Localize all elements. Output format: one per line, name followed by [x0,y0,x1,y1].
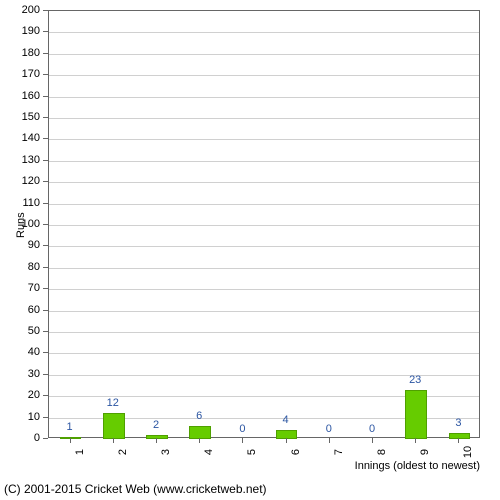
y-tick-label: 10 [0,411,40,423]
y-tick-mark [43,267,48,268]
y-tick-label: 110 [0,197,40,209]
y-tick-mark [43,352,48,353]
y-tick-mark [43,417,48,418]
x-tick-label: 6 [290,449,302,455]
gridline [49,75,479,76]
bar-value-label: 3 [455,417,461,429]
gridline [49,353,479,354]
y-tick-label: 140 [0,132,40,144]
y-tick-mark [43,96,48,97]
bar [449,433,471,439]
y-tick-mark [43,160,48,161]
y-tick-label: 130 [0,154,40,166]
x-tick-mark [372,438,373,443]
gridline [49,246,479,247]
gridline [49,225,479,226]
gridline [49,97,479,98]
copyright-footer: (C) 2001-2015 Cricket Web (www.cricketwe… [4,482,267,496]
y-tick-mark [43,395,48,396]
x-tick-mark [415,438,416,443]
bar-value-label: 1 [67,421,73,433]
x-tick-label: 10 [462,446,474,458]
bar [60,437,82,439]
bar-value-label: 0 [239,423,245,435]
y-tick-label: 190 [0,25,40,37]
bar-value-label: 23 [409,374,421,386]
y-tick-label: 60 [0,304,40,316]
gridline [49,54,479,55]
gridline [49,182,479,183]
bar [276,430,298,439]
y-tick-label: 120 [0,175,40,187]
x-tick-mark [113,438,114,443]
y-tick-label: 80 [0,261,40,273]
y-tick-mark [43,31,48,32]
y-tick-label: 100 [0,218,40,230]
gridline [49,32,479,33]
x-tick-label: 2 [117,449,129,455]
x-tick-mark [70,438,71,443]
gridline [49,289,479,290]
chart-container: Runs Innings (oldest to newest) (C) 2001… [0,0,500,500]
y-tick-mark [43,288,48,289]
y-tick-label: 40 [0,346,40,358]
gridline [49,139,479,140]
x-tick-mark [286,438,287,443]
x-tick-label: 3 [160,449,172,455]
y-tick-mark [43,245,48,246]
y-tick-mark [43,117,48,118]
bar-value-label: 4 [283,414,289,426]
bar-value-label: 2 [153,419,159,431]
x-tick-mark [199,438,200,443]
gridline [49,118,479,119]
y-tick-mark [43,181,48,182]
bar-value-label: 12 [107,397,119,409]
gridline [49,311,479,312]
x-tick-label: 9 [419,449,431,455]
y-tick-label: 70 [0,282,40,294]
x-axis-label: Innings (oldest to newest) [355,460,480,472]
bar [103,413,125,439]
y-tick-mark [43,310,48,311]
bar [405,390,427,439]
gridline [49,204,479,205]
bar [189,426,211,439]
y-tick-label: 170 [0,68,40,80]
y-tick-mark [43,374,48,375]
bar-value-label: 0 [326,423,332,435]
gridline [49,161,479,162]
y-tick-mark [43,438,48,439]
x-tick-mark [458,438,459,443]
y-tick-label: 30 [0,368,40,380]
y-tick-label: 180 [0,47,40,59]
y-tick-mark [43,53,48,54]
bar-value-label: 6 [196,410,202,422]
y-tick-mark [43,224,48,225]
x-tick-mark [156,438,157,443]
x-tick-label: 1 [74,449,86,455]
gridline [49,268,479,269]
y-tick-label: 150 [0,111,40,123]
x-tick-label: 8 [376,449,388,455]
y-tick-mark [43,138,48,139]
y-tick-mark [43,74,48,75]
y-tick-label: 20 [0,389,40,401]
x-tick-label: 5 [246,449,258,455]
y-tick-mark [43,203,48,204]
y-tick-label: 0 [0,432,40,444]
y-tick-label: 160 [0,90,40,102]
x-tick-label: 4 [203,449,215,455]
y-tick-mark [43,10,48,11]
y-tick-label: 200 [0,4,40,16]
x-tick-mark [242,438,243,443]
gridline [49,332,479,333]
bar-value-label: 0 [369,423,375,435]
x-tick-label: 7 [333,449,345,455]
y-tick-mark [43,331,48,332]
y-tick-label: 50 [0,325,40,337]
x-tick-mark [329,438,330,443]
y-tick-label: 90 [0,239,40,251]
